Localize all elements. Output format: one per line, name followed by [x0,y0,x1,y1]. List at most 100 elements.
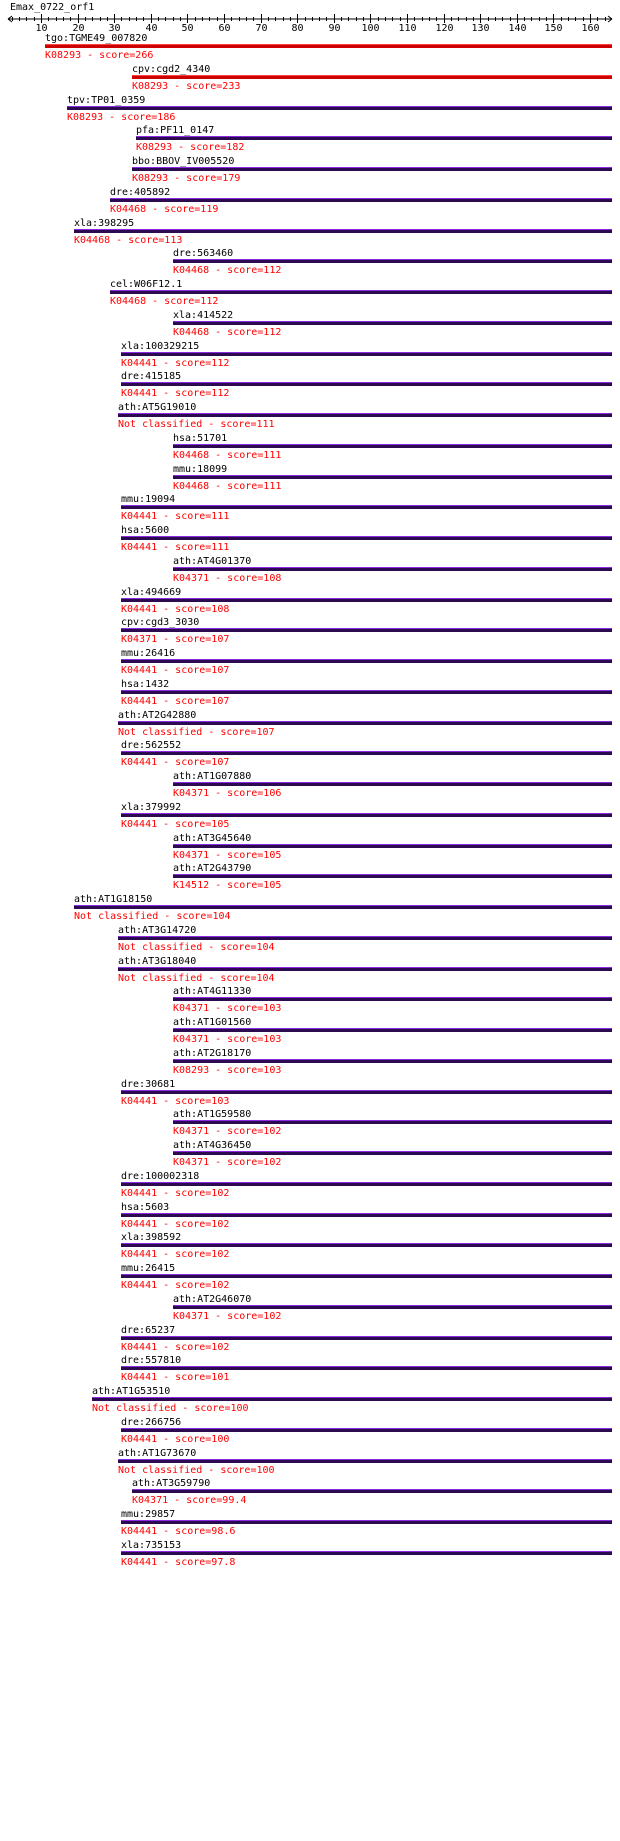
hit-name[interactable]: ath:AT4G11330 [173,986,251,997]
hit-alignment-bar[interactable] [74,905,612,909]
hit-name[interactable]: hsa:51701 [173,433,227,444]
hit-name[interactable]: ath:AT2G42880 [118,710,196,721]
hit-alignment-bar[interactable] [121,382,612,386]
hit-name[interactable]: mmu:26415 [121,1263,175,1274]
hit-alignment-bar[interactable] [118,721,612,725]
hit-name[interactable]: dre:562552 [121,740,181,751]
hit-alignment-bar[interactable] [173,1151,612,1155]
hit-alignment-bar[interactable] [121,1366,612,1370]
hit-name[interactable]: ath:AT2G43790 [173,863,251,874]
hit-name[interactable]: dre:563460 [173,248,233,259]
hit-alignment-bar[interactable] [121,352,612,356]
hit-name[interactable]: dre:65237 [121,1325,175,1336]
hit-alignment-bar[interactable] [173,1028,612,1032]
hit-name[interactable]: mmu:29857 [121,1509,175,1520]
hit-name[interactable]: ath:AT2G18170 [173,1048,251,1059]
hit-name[interactable]: dre:266756 [121,1417,181,1428]
hit-alignment-bar[interactable] [132,167,612,171]
hit-alignment-bar[interactable] [173,321,612,325]
hit-alignment-bar[interactable] [121,1243,612,1247]
hit-alignment-bar[interactable] [121,1213,612,1217]
hit-name[interactable]: bbo:BBOV_IV005520 [132,156,234,167]
hit-alignment-bar[interactable] [121,505,612,509]
hit-alignment-bar[interactable] [67,106,612,110]
hit-alignment-bar[interactable] [173,1120,612,1124]
hit-name[interactable]: xla:398592 [121,1232,181,1243]
hit-name[interactable]: ath:AT1G07880 [173,771,251,782]
hit-alignment-bar[interactable] [45,44,612,48]
hit-alignment-bar[interactable] [173,567,612,571]
hit-name[interactable]: xla:735153 [121,1540,181,1551]
hit-alignment-bar[interactable] [121,1274,612,1278]
hit-alignment-bar[interactable] [121,659,612,663]
hit-name[interactable]: ath:AT3G14720 [118,925,196,936]
hit-name[interactable]: dre:557810 [121,1355,181,1366]
hit-name[interactable]: dre:30681 [121,1079,175,1090]
hit-alignment-bar[interactable] [118,967,612,971]
hit-name[interactable]: ath:AT1G59580 [173,1109,251,1120]
hit-name[interactable]: ath:AT1G01560 [173,1017,251,1028]
hit-alignment-bar[interactable] [132,1489,612,1493]
hit-name[interactable]: mmu:19094 [121,494,175,505]
hit-name[interactable]: ath:AT2G46070 [173,1294,251,1305]
hit-name[interactable]: ath:AT1G73670 [118,1448,196,1459]
hit-alignment-bar[interactable] [121,1336,612,1340]
hit-alignment-bar[interactable] [121,1182,612,1186]
hit-alignment-bar[interactable] [110,198,612,202]
hit-name[interactable]: xla:100329215 [121,341,199,352]
hit-alignment-bar[interactable] [173,874,612,878]
hit-alignment-bar[interactable] [118,413,612,417]
hit-name[interactable]: ath:AT4G36450 [173,1140,251,1151]
hit-name[interactable]: pfa:PF11_0147 [136,125,214,136]
hit-alignment-bar[interactable] [74,229,612,233]
hit-name[interactable]: mmu:26416 [121,648,175,659]
hit-alignment-bar[interactable] [121,598,612,602]
hit-name[interactable]: dre:415185 [121,371,181,382]
hit-alignment-bar[interactable] [118,936,612,940]
hit-name[interactable]: xla:494669 [121,587,181,598]
hit-alignment-bar[interactable] [110,290,612,294]
hit-name[interactable]: xla:398295 [74,218,134,229]
hit-alignment-bar[interactable] [173,997,612,1001]
hit-alignment-bar[interactable] [121,1551,612,1555]
hit-name[interactable]: ath:AT3G59790 [132,1478,210,1489]
hit-alignment-bar[interactable] [173,259,612,263]
hit-alignment-bar[interactable] [121,536,612,540]
hit-name[interactable]: xla:414522 [173,310,233,321]
hit-alignment-bar[interactable] [121,628,612,632]
hit-alignment-bar[interactable] [121,1090,612,1094]
hit-alignment-bar[interactable] [173,844,612,848]
hit-name[interactable]: hsa:1432 [121,679,169,690]
hit-name[interactable]: tpv:TP01_0359 [67,95,145,106]
hit-alignment-bar[interactable] [121,751,612,755]
hit-name[interactable]: dre:405892 [110,187,170,198]
hit-alignment-bar[interactable] [132,75,612,79]
hit-alignment-bar[interactable] [136,136,612,140]
hit-alignment-bar[interactable] [121,1520,612,1524]
hit-name[interactable]: ath:AT4G01370 [173,556,251,567]
hit-alignment-bar[interactable] [173,475,612,479]
hit-name[interactable]: hsa:5600 [121,525,169,536]
hit-alignment-bar[interactable] [118,1459,612,1463]
hit-name[interactable]: ath:AT1G53510 [92,1386,170,1397]
hit-name[interactable]: dre:100002318 [121,1171,199,1182]
hit-alignment-bar[interactable] [92,1397,612,1401]
hit-alignment-bar[interactable] [173,1059,612,1063]
hit-alignment-bar[interactable] [121,1428,612,1432]
hit-alignment-bar[interactable] [173,1305,612,1309]
hit-name[interactable]: tgo:TGME49_007820 [45,33,147,44]
hit-alignment-bar[interactable] [121,690,612,694]
hit-name[interactable]: cpv:cgd2_4340 [132,64,210,75]
hit-name[interactable]: xla:379992 [121,802,181,813]
hit-name[interactable]: ath:AT3G18040 [118,956,196,967]
hit-name[interactable]: ath:AT5G19010 [118,402,196,413]
hit-name[interactable]: hsa:5603 [121,1202,169,1213]
hit-alignment-bar[interactable] [173,444,612,448]
hit-name[interactable]: ath:AT3G45640 [173,833,251,844]
hit-alignment-bar[interactable] [121,813,612,817]
hit-name[interactable]: ath:AT1G18150 [74,894,152,905]
hit-name[interactable]: mmu:18099 [173,464,227,475]
hit-name[interactable]: cel:W06F12.1 [110,279,182,290]
hit-name[interactable]: cpv:cgd3_3030 [121,617,199,628]
hit-alignment-bar[interactable] [173,782,612,786]
